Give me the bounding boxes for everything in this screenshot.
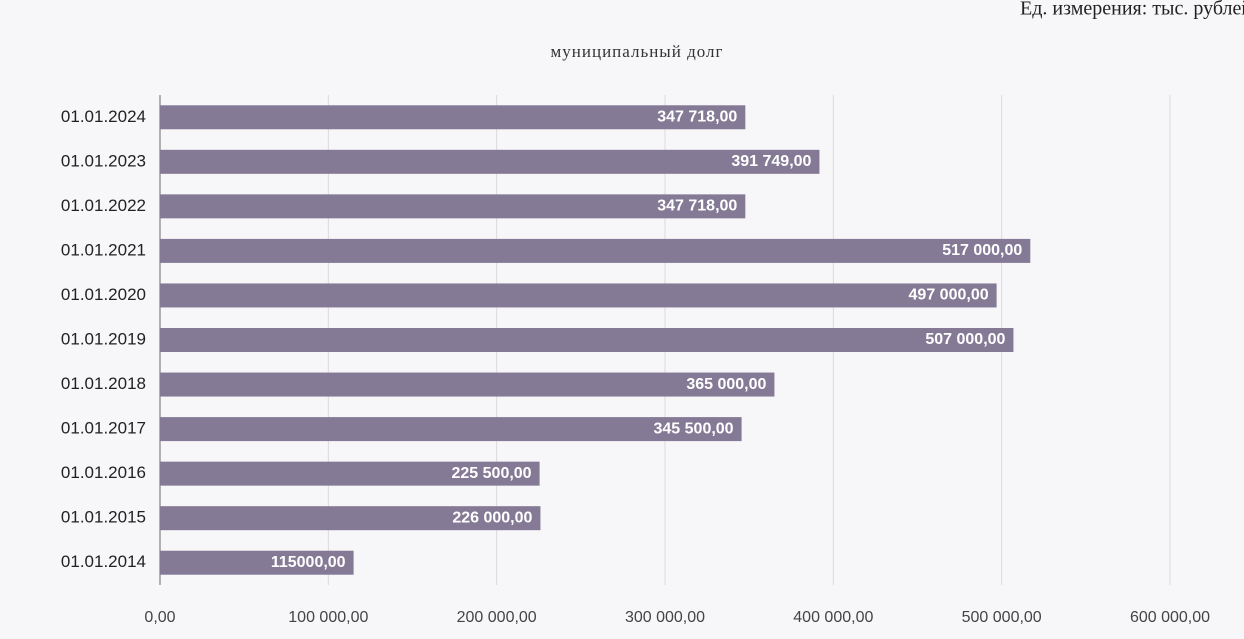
value-label: 517 000,00 bbox=[942, 242, 1022, 259]
y-tick-label: 01.01.2022 bbox=[61, 196, 146, 215]
y-tick-label: 01.01.2015 bbox=[61, 508, 146, 527]
x-tick-label: 100 000,00 bbox=[288, 609, 368, 626]
bar bbox=[160, 550, 354, 575]
bar bbox=[160, 149, 820, 174]
bar bbox=[160, 194, 746, 219]
value-label: 347 718,00 bbox=[657, 198, 737, 215]
bar bbox=[160, 328, 1014, 352]
value-label: 497 000,00 bbox=[909, 287, 989, 304]
y-tick-label: 01.01.2018 bbox=[61, 374, 146, 393]
bar bbox=[160, 417, 742, 442]
value-label: 345 500,00 bbox=[654, 420, 734, 437]
bar bbox=[160, 105, 746, 130]
value-label: 225 500,00 bbox=[452, 465, 532, 482]
chart-subtitle: Ед. измерения: тыс. рублей bbox=[1020, 0, 1244, 20]
value-label: 507 000,00 bbox=[925, 331, 1005, 348]
value-label: 347 718,00 bbox=[657, 108, 737, 125]
y-tick-label: 01.01.2014 bbox=[61, 552, 146, 571]
x-tick-label: 300 000,00 bbox=[625, 609, 705, 626]
x-tick-label: 400 000,00 bbox=[793, 609, 873, 626]
value-label: 115000,00 bbox=[271, 554, 346, 571]
y-tick-label: 01.01.2016 bbox=[61, 463, 146, 482]
y-tick-label: 01.01.2019 bbox=[61, 329, 146, 348]
y-tick-label: 01.01.2020 bbox=[61, 285, 146, 304]
value-label: 365 000,00 bbox=[686, 376, 766, 393]
y-tick-label: 01.01.2024 bbox=[61, 107, 146, 126]
y-tick-label: 01.01.2021 bbox=[61, 240, 146, 259]
bar bbox=[160, 372, 775, 397]
bar bbox=[160, 506, 541, 531]
chart-title: муниципальный долг bbox=[551, 42, 724, 61]
x-tick-label: 0,00 bbox=[144, 609, 175, 626]
x-tick-label: 200 000,00 bbox=[457, 609, 537, 626]
value-label: 226 000,00 bbox=[452, 509, 532, 526]
y-tick-label: 01.01.2017 bbox=[61, 419, 146, 438]
bar bbox=[160, 238, 1031, 263]
bar bbox=[160, 461, 540, 486]
y-tick-label: 01.01.2023 bbox=[61, 151, 146, 170]
x-tick-label: 500 000,00 bbox=[962, 609, 1042, 626]
bar bbox=[160, 283, 997, 308]
x-tick-label: 600 000,00 bbox=[1130, 609, 1210, 626]
value-label: 391 749,00 bbox=[731, 153, 811, 170]
